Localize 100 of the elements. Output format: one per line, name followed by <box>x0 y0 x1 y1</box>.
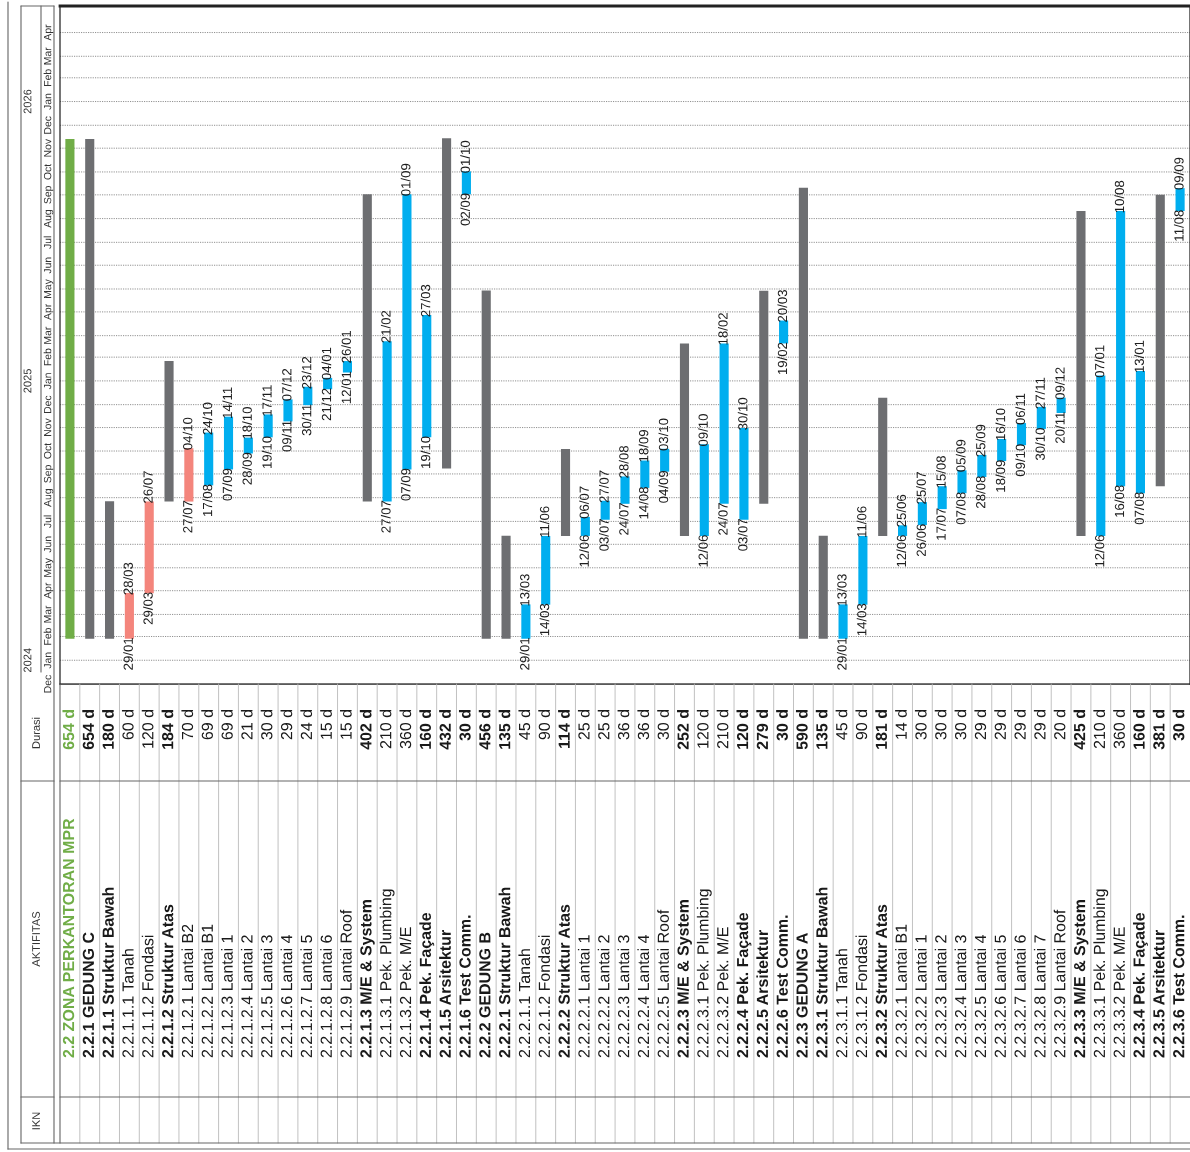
x-tick-label: 2.2.1.2.8 Lantai 6 <box>320 935 332 1058</box>
text: 21 d <box>240 710 253 740</box>
text: 135 d <box>815 710 828 749</box>
text: 252 d <box>677 710 689 750</box>
text: 15 d <box>340 710 352 739</box>
x-tick-label: 2.2.2.3 M/E & System <box>677 900 692 1058</box>
x-tick-label: 2.2.1.2 Struktur Atas <box>161 904 174 1058</box>
ref-line-label: Jul <box>43 236 52 249</box>
text: 590 d <box>795 710 808 750</box>
text: Durasi <box>31 717 40 749</box>
annotation: 03/07 <box>599 519 609 551</box>
annotation: 28/08 <box>975 476 986 508</box>
x-tick-label: 2.2.1.1.1 Tanah <box>121 949 134 1058</box>
annotation: 11/06 <box>539 506 550 537</box>
ref-line-label: Jan <box>44 93 52 110</box>
annotation: 30/10 <box>1035 428 1045 461</box>
annotation: 29/01 <box>519 638 530 670</box>
annotation: 13/03 <box>519 574 530 606</box>
ref-line-label: Apr <box>44 24 54 41</box>
x-tick-label: 2.2.1.2.9 Lantai Roof <box>340 909 352 1058</box>
text: 45 d <box>835 710 848 740</box>
x-tick-label: 2.2.3.1.1 Tanah <box>835 949 848 1058</box>
annotation: 26/01 <box>341 330 351 363</box>
ref-line-label: Apr <box>44 582 54 599</box>
ref-line-label: Dec <box>44 116 52 134</box>
x-tick-label: 2.2.2.2.5 Lantai Roof <box>657 909 669 1058</box>
x-tick-label: 2.2.1 GEDUNG C <box>82 932 95 1058</box>
ref-line-label: Sep <box>43 186 54 204</box>
annotation: 09/10 <box>1015 444 1026 477</box>
annotation: 18/09 <box>638 430 649 462</box>
ref-line-label: Feb <box>43 348 52 366</box>
text: 30 d <box>1172 710 1185 741</box>
text: 30 d <box>954 710 967 740</box>
ref-line-label: Sep <box>43 465 54 483</box>
ref-line-label: Nov <box>44 418 52 436</box>
text: 432 d <box>439 710 451 750</box>
text: 30 d <box>776 710 788 741</box>
annotation: 04/10 <box>182 417 193 450</box>
text: 90 d <box>855 710 868 740</box>
ref-line-label: Oct <box>43 163 52 180</box>
text: 25 d <box>577 710 590 740</box>
x-tick-label: 2.2.3.2.4 Lantai 3 <box>954 935 967 1058</box>
annotation: 15/08 <box>936 456 946 488</box>
annotation: 27/07 <box>599 470 609 503</box>
text: 180 d <box>102 710 114 749</box>
text: 160 d <box>419 710 432 749</box>
x-tick-label: 2.2.2.4 Pek. Façade <box>736 912 752 1058</box>
x-tick-label: 2.2.3.2.9 Lantai Roof <box>1053 909 1066 1058</box>
ref-line-label: Mar <box>44 326 52 344</box>
text: 15 d <box>320 710 332 739</box>
text: 360 d <box>1113 710 1125 749</box>
ref-line-label: Jan <box>44 373 52 390</box>
annotation: 06/11 <box>1015 393 1026 425</box>
y-tick-label: 2026 <box>23 89 32 114</box>
annotation: 20/11 <box>1054 412 1065 444</box>
annotation: 07/12 <box>281 368 292 401</box>
annotation: 23/12 <box>301 356 312 389</box>
annotation: 16/10 <box>995 408 1006 440</box>
x-tick-label: 2.2.1.2.6 Lantai 4 <box>280 935 293 1058</box>
ref-line-label: Aug <box>44 209 54 228</box>
x-tick-label: 2.2.3 GEDUNG A <box>796 932 808 1058</box>
x-tick-label: 2.2.2.5 Arsitektur <box>756 930 769 1058</box>
annotation: 29/03 <box>143 592 153 625</box>
x-tick-label: 2.2.3.6 Test Comm. <box>1173 915 1185 1058</box>
annotation: 26/07 <box>143 471 153 503</box>
annotation: 19/02 <box>777 342 788 375</box>
annotation: 18/10 <box>242 407 252 439</box>
annotation: 29/01 <box>836 638 847 670</box>
text: 381 d <box>1152 710 1165 750</box>
annotation: 26/06 <box>916 524 926 557</box>
x-tick-label: 2.2.1.2.5 Lantai 3 <box>260 935 273 1058</box>
x-tick-label: 2.2.2.1.2 Fondasi <box>538 935 550 1058</box>
x-tick-label: 2.2.1.2.1 Lantai B2 <box>181 924 194 1058</box>
text: 70 d <box>181 710 194 740</box>
annotation: 06/07 <box>579 486 589 519</box>
text: 181 d <box>875 710 888 749</box>
annotation: 11/08 <box>1173 210 1184 241</box>
annotation: 12/06 <box>896 535 907 567</box>
x-tick-label: 2.2.2.1.1 Tanah <box>518 949 531 1058</box>
text: 25 d <box>597 710 610 740</box>
annotation: 11/06 <box>856 506 867 537</box>
y-tick-label: 2025 <box>23 369 32 393</box>
text: 29 d <box>1014 710 1026 740</box>
annotation: 21/02 <box>380 310 391 343</box>
x-tick-label: 2.2.1.5 Arsitektur <box>439 930 451 1058</box>
x-tick-label: 2.2.2.1 Struktur Bawah <box>498 887 511 1058</box>
annotation: 29/01 <box>123 638 133 670</box>
ref-line-label: Dec <box>44 395 52 414</box>
annotation: 03/10 <box>658 418 669 451</box>
annotation: 17/11 <box>262 385 272 416</box>
x-tick-label: 2.2.1.1 Struktur Bawah <box>102 887 114 1058</box>
text: 30 d <box>657 710 669 740</box>
ref-line-label: Jan <box>44 652 52 669</box>
annotation: 30/10 <box>737 397 748 430</box>
x-tick-label: 2.2.3.2.3 Lantai 2 <box>934 935 947 1058</box>
x-tick-label: 2.2.3.1.2 Fondasi <box>855 935 868 1058</box>
ref-line-label: Oct <box>43 442 52 459</box>
text: 29 d <box>1033 710 1046 740</box>
annotation: 12/06 <box>1094 535 1105 567</box>
x-tick-label: 2.2.3.3.2 Pek. M/E <box>1113 927 1125 1058</box>
